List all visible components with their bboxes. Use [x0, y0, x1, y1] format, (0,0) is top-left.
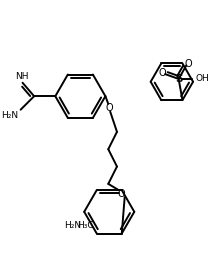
Text: O: O — [105, 103, 113, 113]
Text: O: O — [158, 68, 166, 78]
Text: O: O — [185, 59, 192, 69]
Text: H₃C: H₃C — [77, 221, 94, 230]
Text: S: S — [175, 74, 182, 84]
Text: OH: OH — [196, 74, 210, 83]
Text: NH: NH — [15, 72, 28, 81]
Text: H₂N: H₂N — [2, 111, 19, 120]
Text: H₂N: H₂N — [64, 221, 81, 230]
Text: O: O — [118, 188, 126, 198]
